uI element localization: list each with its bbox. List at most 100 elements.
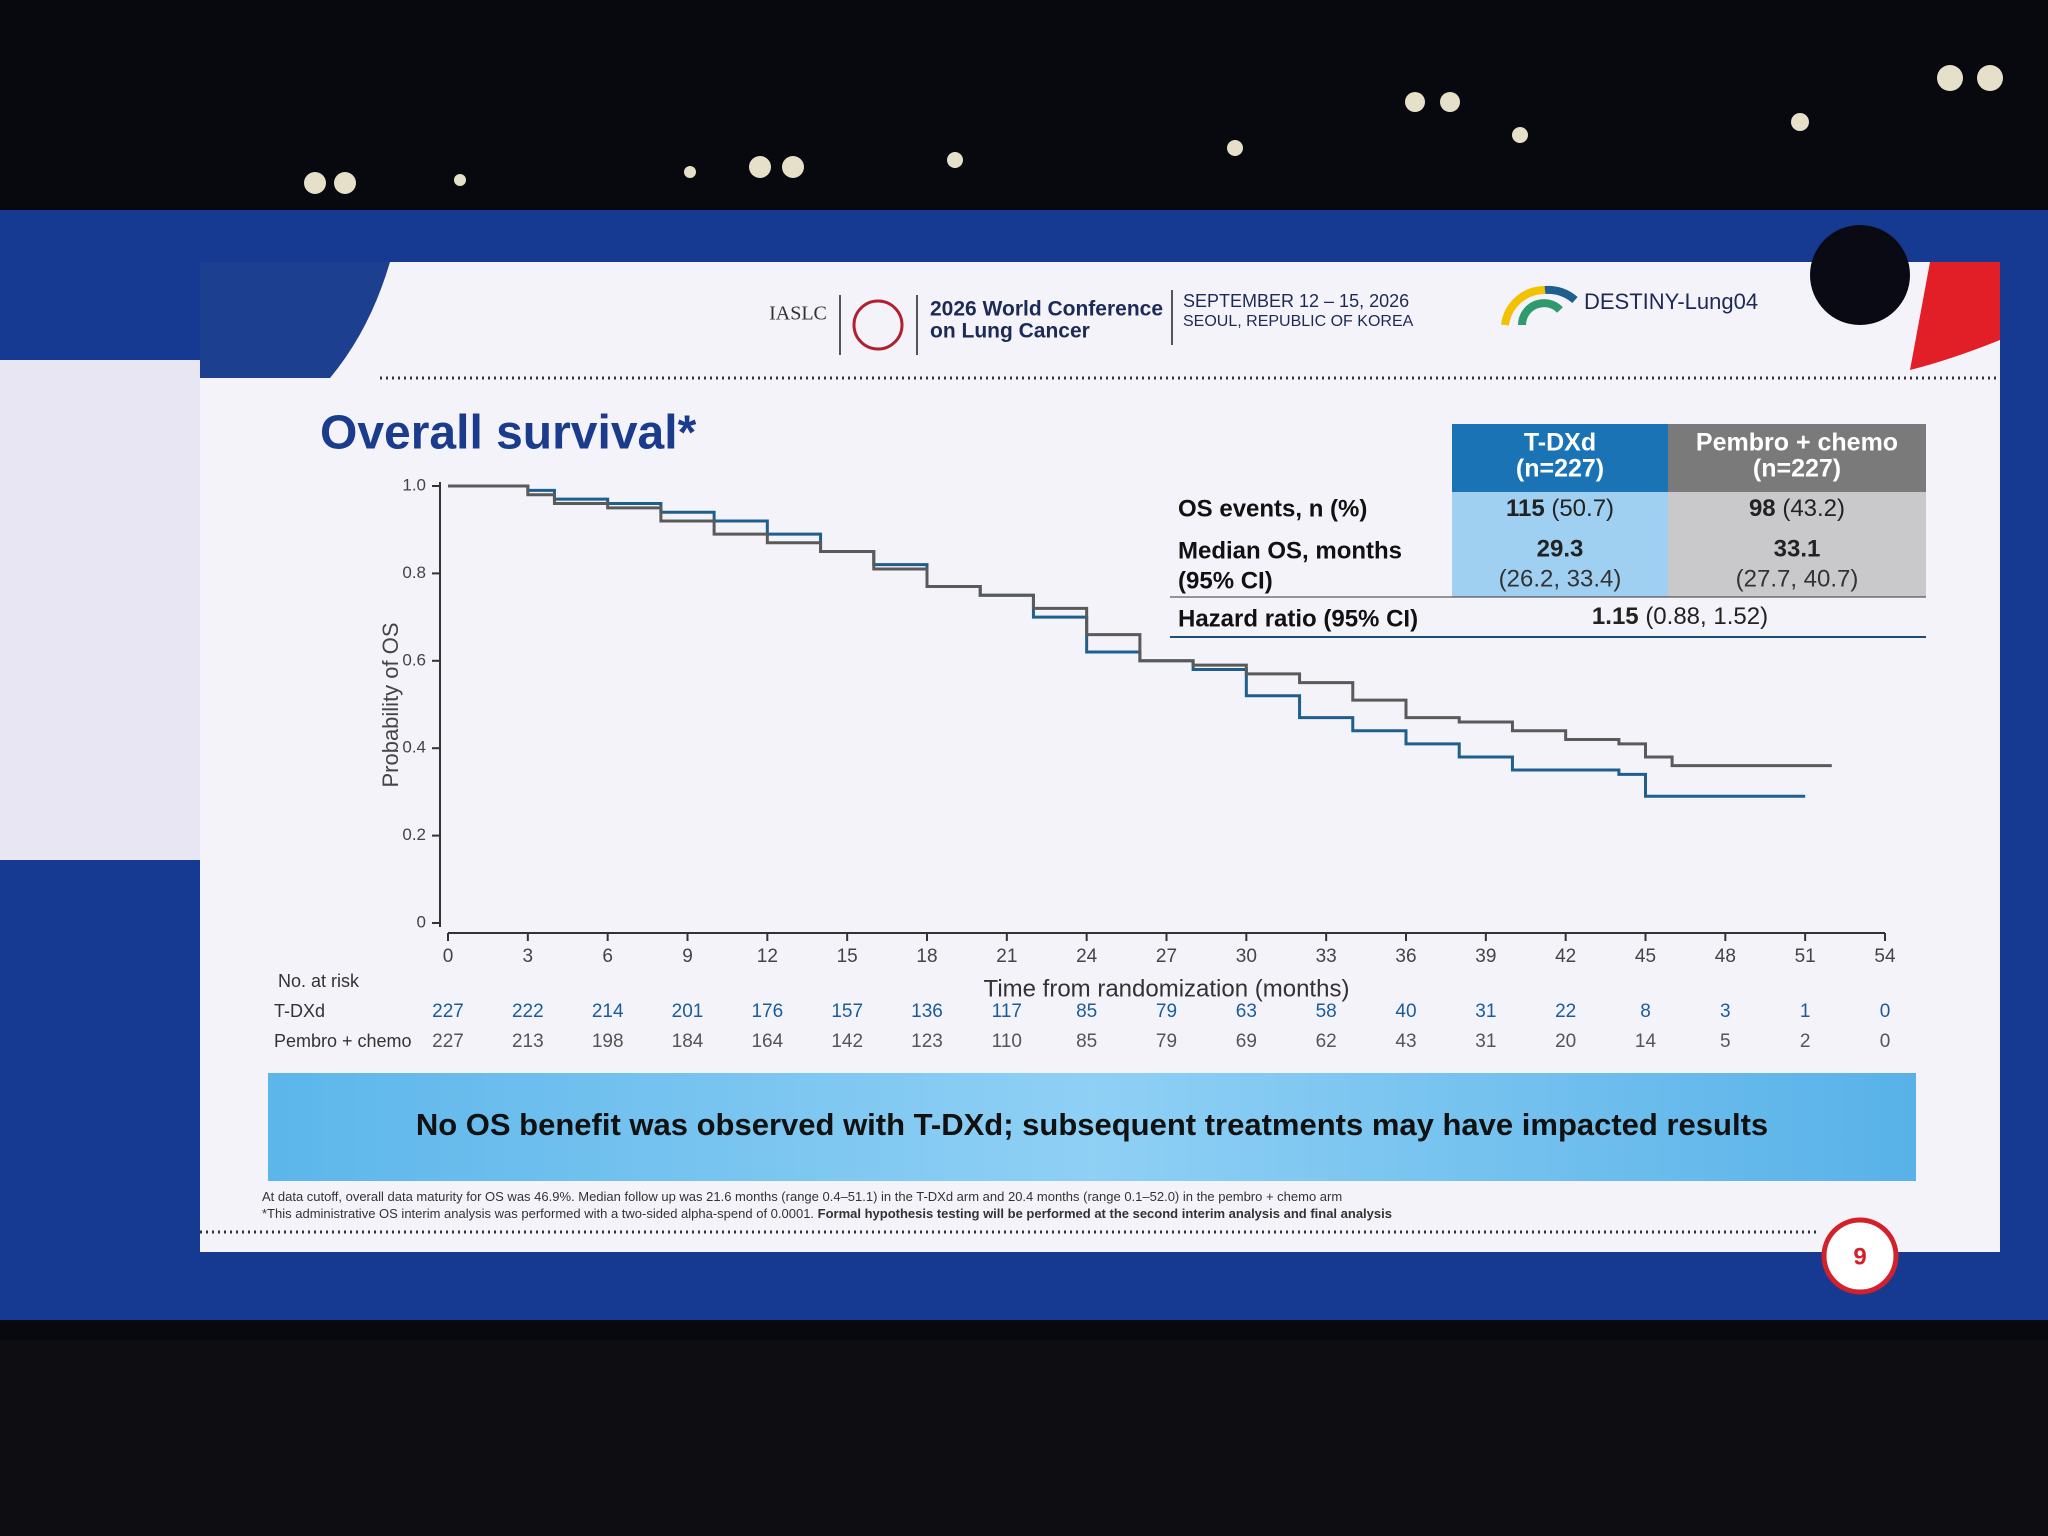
table-header: T-DXd [1524,429,1596,457]
footnote-part: *This administrative OS interim analysis… [262,1206,818,1221]
page-badge [1821,1217,1899,1295]
table-header: (n=227) [1516,455,1604,483]
risk-count: 222 [512,1001,544,1022]
risk-count: 69 [1236,1031,1257,1052]
risk-row-name: T-DXd [274,1001,325,1021]
risk-count: 213 [512,1031,544,1052]
risk-count: 123 [911,1031,943,1052]
y-tick-label: 1.0 [402,475,426,494]
hazard-main: 1.15 [1592,603,1639,630]
x-tick-label: 0 [443,946,454,967]
x-tick-label: 24 [1076,946,1098,967]
x-tick-label: 42 [1555,946,1576,967]
cell-ci: (26.2, 33.4) [1499,565,1622,592]
y-tick-label: 0.2 [402,825,426,844]
page-number: 9 [1853,1243,1866,1270]
risk-count: 201 [672,1001,704,1022]
risk-count: 3 [1720,1001,1731,1022]
trial-logo [1501,285,1578,326]
banner [268,1073,1916,1181]
row-label: (95% CI) [1178,567,1273,594]
risk-count: 227 [432,1031,464,1052]
table-body-cell [1668,492,1926,597]
risk-count: 31 [1475,1031,1496,1052]
risk-count: 43 [1395,1031,1416,1052]
corner-graphic-red [1910,262,2000,370]
footnote: *This administrative OS interim analysis… [262,1206,1392,1221]
risk-count: 58 [1316,1001,1337,1022]
risk-count: 2 [1800,1031,1811,1052]
cell-ci: (50.7) [1551,495,1614,522]
x-tick-label: 45 [1635,946,1656,967]
footnote-part: Formal hypothesis testing will be perfor… [818,1206,1392,1221]
trial-name: DESTINY-Lung04 [1584,289,1758,314]
risk-count: 110 [992,1031,1022,1052]
y-tick-label: 0 [417,912,426,931]
risk-count: 40 [1395,1001,1416,1022]
hazard-value: 1.15 (0.88, 1.52) [1592,603,1768,630]
row-label: OS events, n (%) [1178,495,1367,522]
risk-count: 5 [1720,1031,1731,1052]
risk-count: 85 [1076,1031,1097,1052]
risk-count: 136 [911,1001,943,1022]
risk-count: 1 [1800,1001,1811,1022]
table-header: Pembro + chemo [1696,429,1898,457]
risk-count: 0 [1880,1031,1891,1052]
risk-count: 227 [432,1001,464,1022]
x-tick-label: 27 [1156,946,1177,967]
conference-logo [852,299,904,351]
hazard-label: Hazard ratio (95% CI) [1178,605,1418,632]
risk-title: No. at risk [278,971,360,991]
conference-name: on Lung Cancer [930,320,1090,343]
risk-count: 198 [592,1031,624,1052]
row-label: Median OS, months [1178,537,1402,564]
banner-text: No OS benefit was observed with T-DXd; s… [416,1107,1768,1142]
risk-count: 20 [1555,1031,1576,1052]
x-tick-label: 51 [1795,946,1816,967]
cell-ci: (27.7, 40.7) [1736,565,1859,592]
x-tick-label: 21 [996,946,1017,967]
risk-count: 214 [592,1001,624,1022]
x-tick-label: 12 [757,946,778,967]
cell-value: 115 (50.7) [1506,495,1614,522]
survival-curve [448,484,1806,798]
conference-location: SEOUL, REPUBLIC OF KOREA [1183,313,1414,330]
footnote: At data cutoff, overall data maturity fo… [262,1189,1342,1204]
risk-count: 8 [1640,1001,1651,1022]
risk-count: 117 [992,1001,1022,1022]
x-axis-label: Time from randomization (months) [984,975,1350,1002]
survival-curve [448,484,1832,768]
corner-graphic [200,262,390,378]
x-tick-label: 39 [1475,946,1496,967]
conference-dates: SEPTEMBER 12 – 15, 2026 [1183,291,1409,311]
risk-count: 62 [1316,1031,1337,1052]
risk-count: 184 [672,1031,704,1052]
x-tick-label: 54 [1874,946,1896,967]
risk-row-name: Pembro + chemo [274,1031,412,1051]
slide-title: Overall survival* [320,407,697,460]
risk-count: 0 [1880,1001,1891,1022]
risk-count: 63 [1236,1001,1257,1022]
footnote-part: At data cutoff, overall data maturity fo… [262,1189,1342,1204]
x-tick-label: 36 [1395,946,1416,967]
corner-photo [1810,225,1910,325]
y-tick-label: 0.4 [402,738,426,757]
conference-name: 2026 World Conference [930,298,1163,321]
cell-main: 115 [1506,495,1545,522]
cell-value: 98 (43.2) [1749,495,1845,522]
table-header: (n=227) [1753,455,1841,483]
audience [0,1340,2048,1536]
risk-count: 142 [831,1031,863,1052]
x-tick-label: 30 [1236,946,1257,967]
y-axis-label: Probability of OS [378,622,403,787]
risk-count: 85 [1076,1001,1097,1022]
risk-count: 164 [751,1031,783,1052]
risk-count: 31 [1475,1001,1496,1022]
risk-count: 14 [1635,1031,1657,1052]
x-tick-label: 3 [523,946,534,967]
society: IASLC [769,303,827,325]
x-tick-label: 33 [1316,946,1337,967]
risk-count: 79 [1156,1001,1177,1022]
